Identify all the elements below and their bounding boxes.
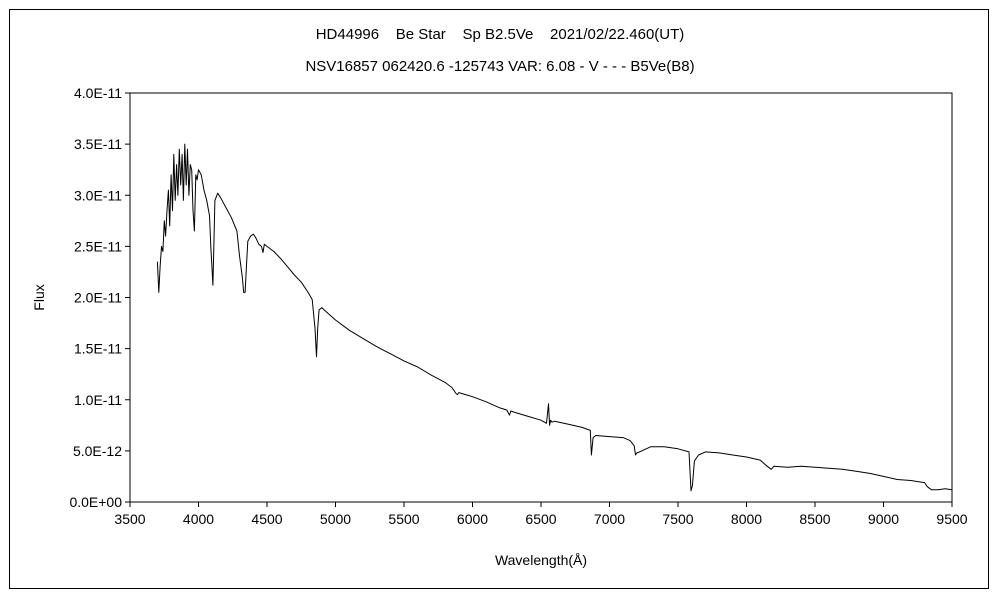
y-tick-label: 2.0E-11 xyxy=(74,290,122,306)
y-tick-label: 3.0E-11 xyxy=(74,187,122,203)
x-tick-label: 9000 xyxy=(868,511,899,527)
x-tick-label: 5000 xyxy=(320,511,351,527)
series-layer xyxy=(156,143,953,492)
x-tick-label: 8000 xyxy=(731,511,762,527)
chart-title: HD44996 Be Star Sp B2.5Ve 2021/02/22.460… xyxy=(315,26,685,43)
chart-frame xyxy=(9,9,989,589)
x-tick-label: 8500 xyxy=(799,511,830,527)
x-tick-label: 3500 xyxy=(114,511,145,527)
y-tick-label: 2.5E-11 xyxy=(74,238,122,254)
x-tick-label: 4500 xyxy=(251,511,282,527)
y-tick-label: 1.0E-11 xyxy=(74,392,122,408)
y-tick-label: 5.0E-12 xyxy=(73,443,122,459)
chart-subtitle: NSV16857 062420.6 -125743 VAR: 6.08 - V … xyxy=(305,58,695,75)
x-tick-label: 7000 xyxy=(594,511,625,527)
y-tick-label: 3.5E-11 xyxy=(74,136,122,152)
x-axis-label: Wavelength(Å) xyxy=(495,552,587,568)
x-tick-label: 7500 xyxy=(662,511,693,527)
x-tick-label: 9500 xyxy=(936,511,967,527)
x-axis: 3500 4000 4500 5000 5500 6000 6500 7000 7500 8000… xyxy=(114,502,968,527)
plot-area xyxy=(129,92,953,503)
spectrum-line xyxy=(156,143,953,492)
y-tick-label: 0.0E+00 xyxy=(69,494,122,510)
x-tick-label: 6000 xyxy=(457,511,488,527)
y-tick-label: 1.5E-11 xyxy=(74,341,122,357)
y-axis: 0.0E+00 5.0E-12 1.0E-11 1.5E-11 2.0E-11 2.5E-… xyxy=(69,85,130,510)
y-axis-label: Flux xyxy=(31,284,47,310)
x-tick-label: 4000 xyxy=(183,511,214,527)
x-tick-label: 6500 xyxy=(525,511,556,527)
x-tick-label: 5500 xyxy=(388,511,419,527)
y-tick-label: 4.0E-11 xyxy=(74,85,122,101)
